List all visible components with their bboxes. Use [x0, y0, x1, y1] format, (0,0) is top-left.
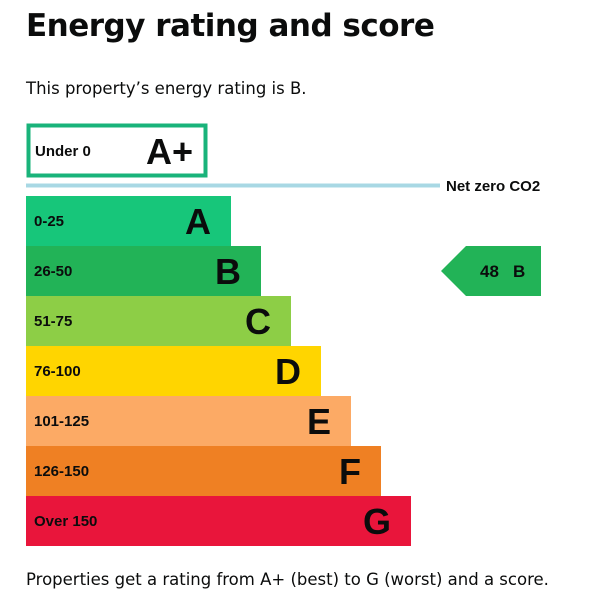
band-c-bar	[26, 296, 291, 346]
band-e-letter: E	[307, 401, 331, 442]
band-b-bar	[26, 246, 261, 296]
band-e-range-label: 101-125	[34, 413, 89, 430]
band-a-plus-letter: A+	[146, 131, 193, 172]
energy-rating-summary: This property’s energy rating is B.	[26, 79, 307, 98]
band-c-range-label: 51-75	[34, 313, 72, 330]
current-score-label: 48	[480, 262, 499, 281]
current-rating-arrow	[441, 246, 541, 296]
band-f-range-label: 126-150	[34, 463, 89, 480]
band-a-range-label: 0-25	[34, 213, 64, 230]
band-a-plus-range-label: Under 0	[35, 143, 91, 160]
net-zero-line	[26, 183, 440, 188]
band-f-letter: F	[339, 451, 361, 492]
band-a-bar	[26, 196, 231, 246]
band-d-range-label: 76-100	[34, 363, 81, 380]
band-b-range-label: 26-50	[34, 263, 72, 280]
net-zero-label: Net zero CO2	[446, 178, 540, 195]
band-b-letter: B	[215, 251, 241, 292]
band-f-bar	[26, 446, 381, 496]
band-d-bar	[26, 346, 321, 396]
band-a-letter: A	[185, 201, 211, 242]
band-g-letter: G	[363, 501, 391, 542]
current-rating-letter: B	[513, 262, 525, 281]
band-e-bar	[26, 396, 351, 446]
band-g-bar	[26, 496, 411, 546]
page-title: Energy rating and score	[26, 8, 435, 44]
band-d-letter: D	[275, 351, 301, 392]
rating-explanation: Properties get a rating from A+ (best) t…	[26, 570, 549, 589]
band-c-letter: C	[245, 301, 271, 342]
band-a-plus-bar	[26, 123, 208, 178]
band-g-range-label: Over 150	[34, 513, 97, 530]
